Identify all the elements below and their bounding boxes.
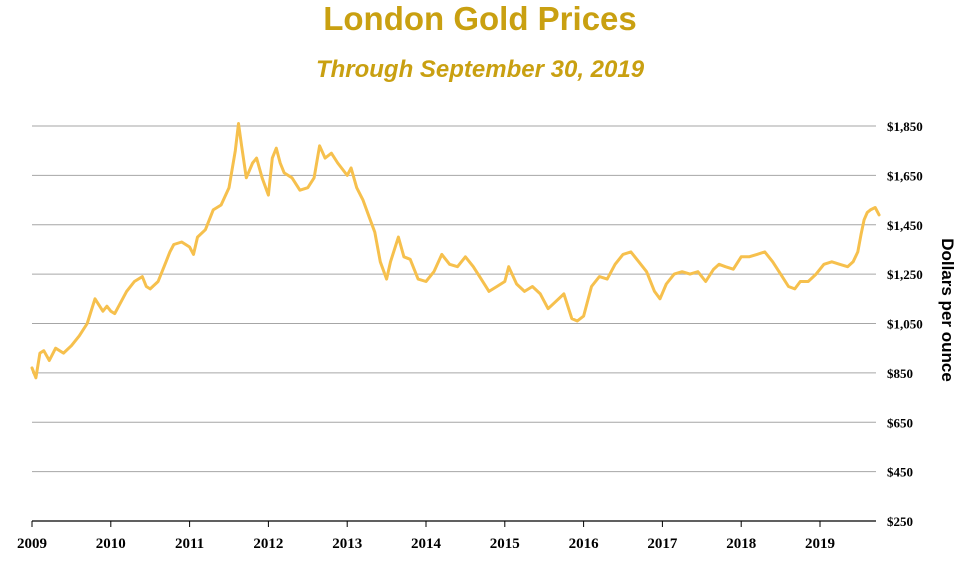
- x-tick-label: 2009: [17, 536, 47, 552]
- x-tick-label: 2013: [332, 536, 362, 552]
- x-tick-label: 2014: [411, 536, 442, 552]
- y-axis-label: Dollars per ounce: [938, 238, 957, 382]
- x-tick-label: 2019: [805, 536, 835, 552]
- x-axis: 2009 2010 2011 2012 2013 2014 2015 2016 2017 2018…: [17, 521, 835, 552]
- y-tick-label: $1,050: [887, 317, 923, 332]
- x-tick-label: 2018: [726, 536, 756, 552]
- x-tick-label: 2010: [96, 536, 126, 552]
- y-tick-label: $1,450: [887, 218, 923, 233]
- chart-subtitle: Through September 30, 2019: [315, 56, 645, 83]
- x-tick-label: 2015: [490, 536, 520, 552]
- y-tick-label: $1,250: [887, 267, 923, 282]
- x-tick-label: 2012: [253, 536, 283, 552]
- y-tick-label: $1,850: [887, 119, 923, 134]
- chart-title: London Gold Prices: [323, 0, 637, 37]
- y-tick-label: $450: [887, 465, 913, 480]
- gridlines: [32, 125, 876, 522]
- y-tick-label: $850: [887, 366, 913, 381]
- y-tick-label: $650: [887, 415, 913, 430]
- x-tick-label: 2011: [175, 536, 204, 552]
- x-tick-label: 2017: [647, 536, 678, 552]
- y-tick-label: $250: [887, 514, 913, 529]
- x-tick-label: 2016: [569, 536, 600, 552]
- gold-price-line: [30, 122, 881, 380]
- y-tick-label: $1,650: [887, 168, 923, 183]
- y-axis-ticks: $250 $450 $650 $850 $1,050 $1,250 $1,450 $1,650…: [887, 119, 923, 529]
